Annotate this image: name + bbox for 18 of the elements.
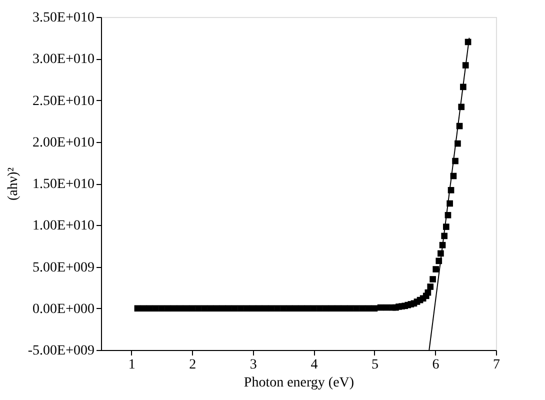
x-tick-label: 6 (432, 358, 440, 372)
y-tick-label: 3.00E+010 (32, 52, 94, 68)
y-tick-label: 2.50E+010 (32, 94, 94, 109)
y-tick-label: -5.00E+009 (28, 344, 94, 358)
x-axis-title: Photon energy (eV) (244, 376, 354, 390)
y-tick-label: 2.00E+010 (32, 135, 94, 150)
x-tick-label: 7 (493, 358, 500, 372)
x-tick-label: 3 (250, 358, 257, 372)
y-tick-label: 3.50E+010 (32, 10, 94, 26)
y-axis-title: (ahν)² (6, 167, 21, 201)
y-tick-label: 1.00E+010 (32, 218, 94, 234)
y-tick-label: 1.50E+010 (32, 177, 94, 192)
x-tick-label: 2 (189, 358, 196, 372)
y-tick-label: 0.00E+000 (32, 302, 94, 317)
x-tick-label: 1 (128, 358, 136, 372)
x-tick-label: 5 (371, 358, 378, 372)
y-tick-label: 5.00E+009 (32, 260, 94, 276)
x-tick-label: 4 (310, 358, 318, 372)
